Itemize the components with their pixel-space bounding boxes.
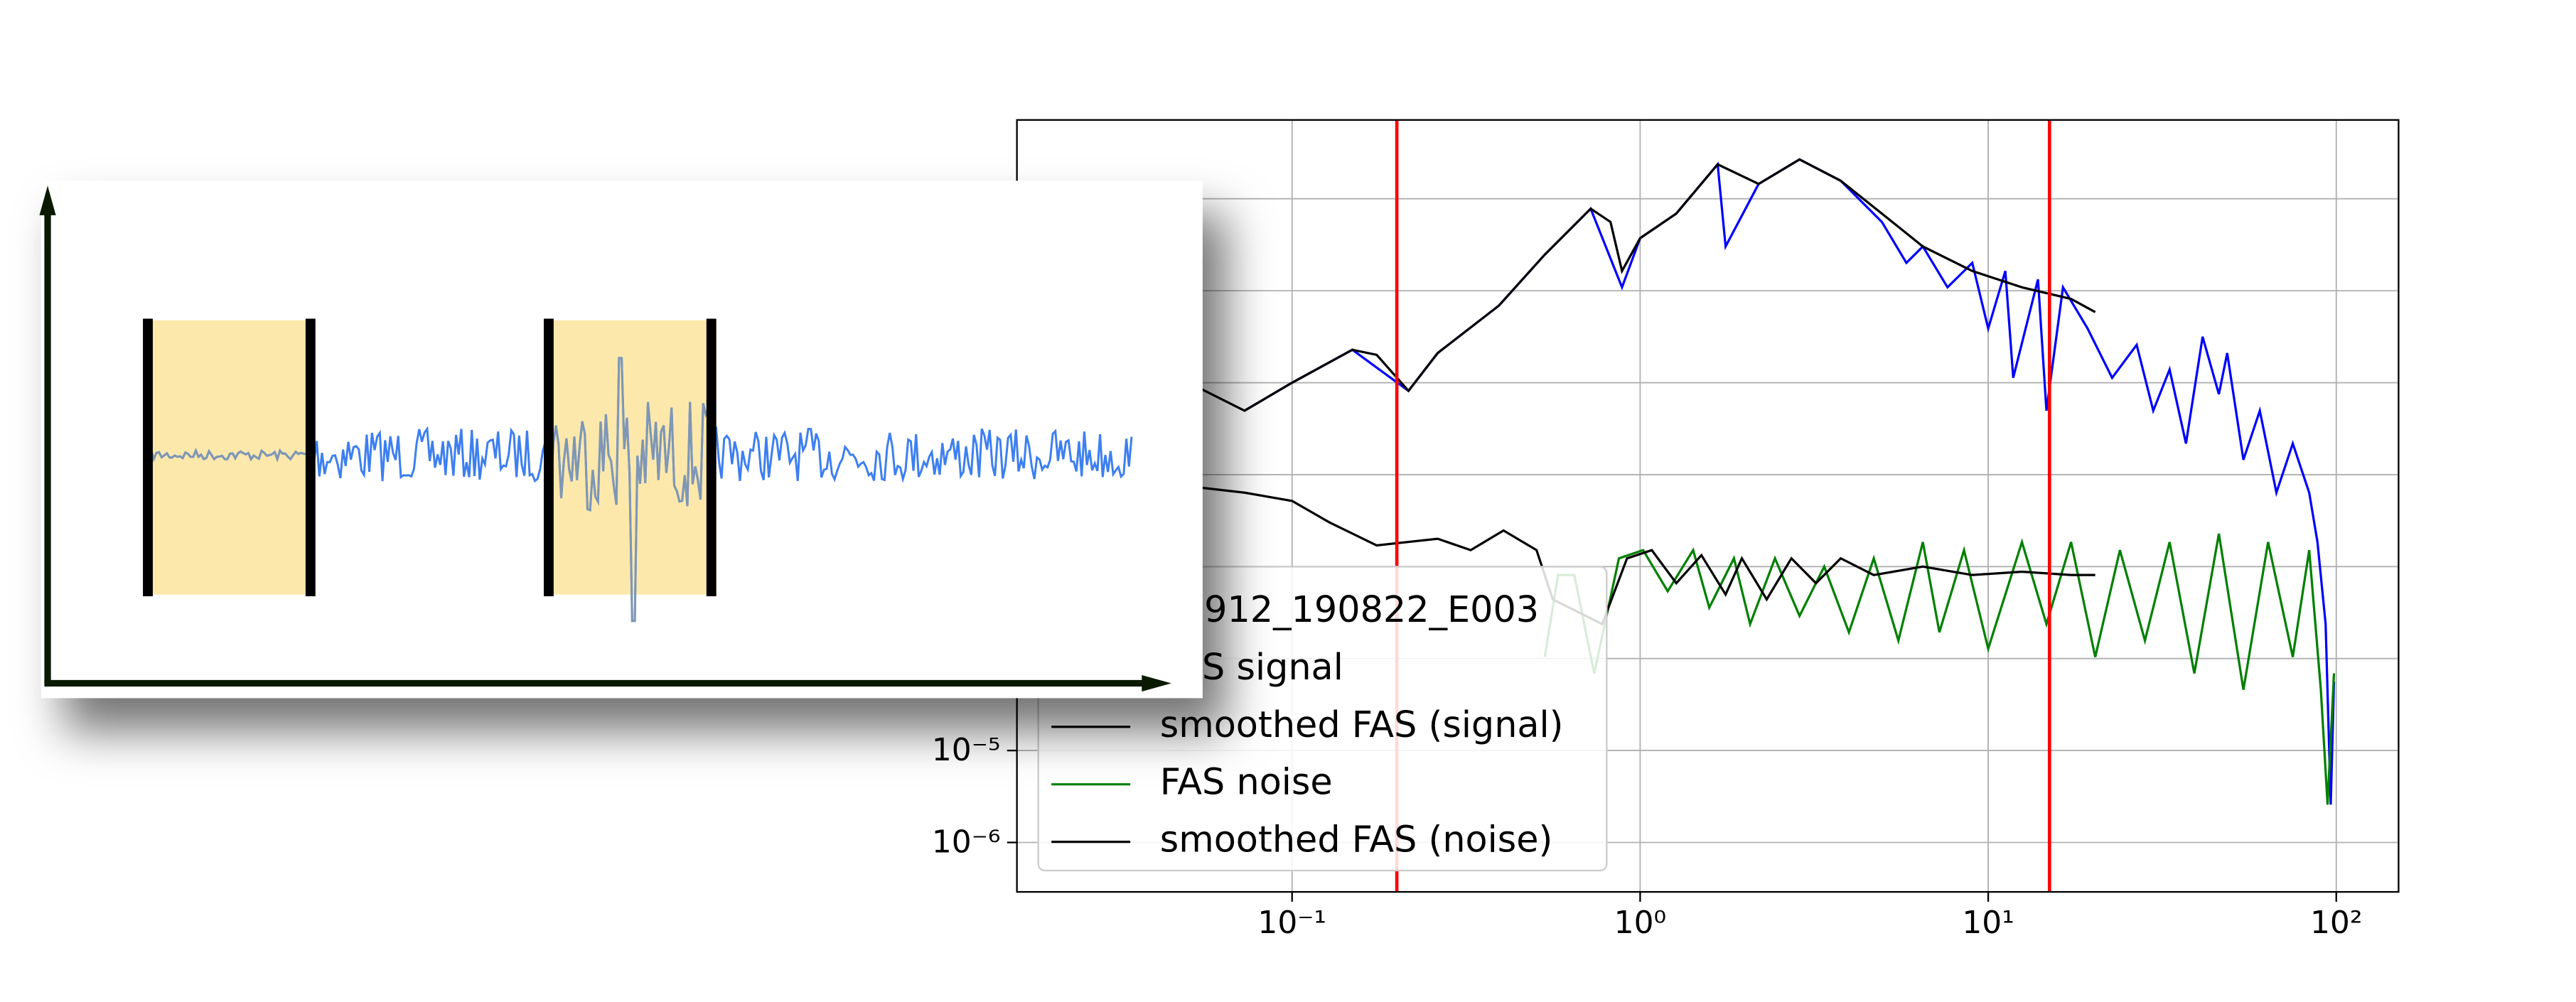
- x-tick-label: 10⁻¹: [1257, 905, 1326, 941]
- x-tick-label: 10²: [2310, 905, 2362, 941]
- window-edge: [544, 318, 554, 597]
- legend-label: smoothed FAS (signal): [1160, 704, 1564, 745]
- legend-title-layer: 912_190822_E003: [1204, 588, 1539, 630]
- x-tick-label: 10¹: [1962, 905, 2014, 941]
- plot-lines: [1201, 119, 2336, 893]
- legend-title: 912_190822_E003: [1204, 588, 1539, 630]
- window-edge: [305, 318, 316, 597]
- y-tick-label: 10⁻⁵: [932, 732, 1001, 768]
- legend-label: smoothed FAS (noise): [1160, 819, 1553, 861]
- x-arrow-head: [1142, 674, 1171, 692]
- series-line: [1201, 158, 2096, 412]
- noise-window: [148, 320, 313, 595]
- window-edge: [143, 318, 153, 597]
- series-line: [1543, 533, 2336, 805]
- series-line: [1243, 158, 2336, 805]
- x-tick-label: 10⁰: [1614, 905, 1666, 941]
- legend-label: FAS noise: [1160, 761, 1333, 803]
- y-arrow-head: [39, 185, 56, 215]
- window-edge: [706, 318, 717, 597]
- y-tick-label: 10⁻⁶: [932, 824, 1001, 860]
- time-series-panel: [39, 181, 1203, 699]
